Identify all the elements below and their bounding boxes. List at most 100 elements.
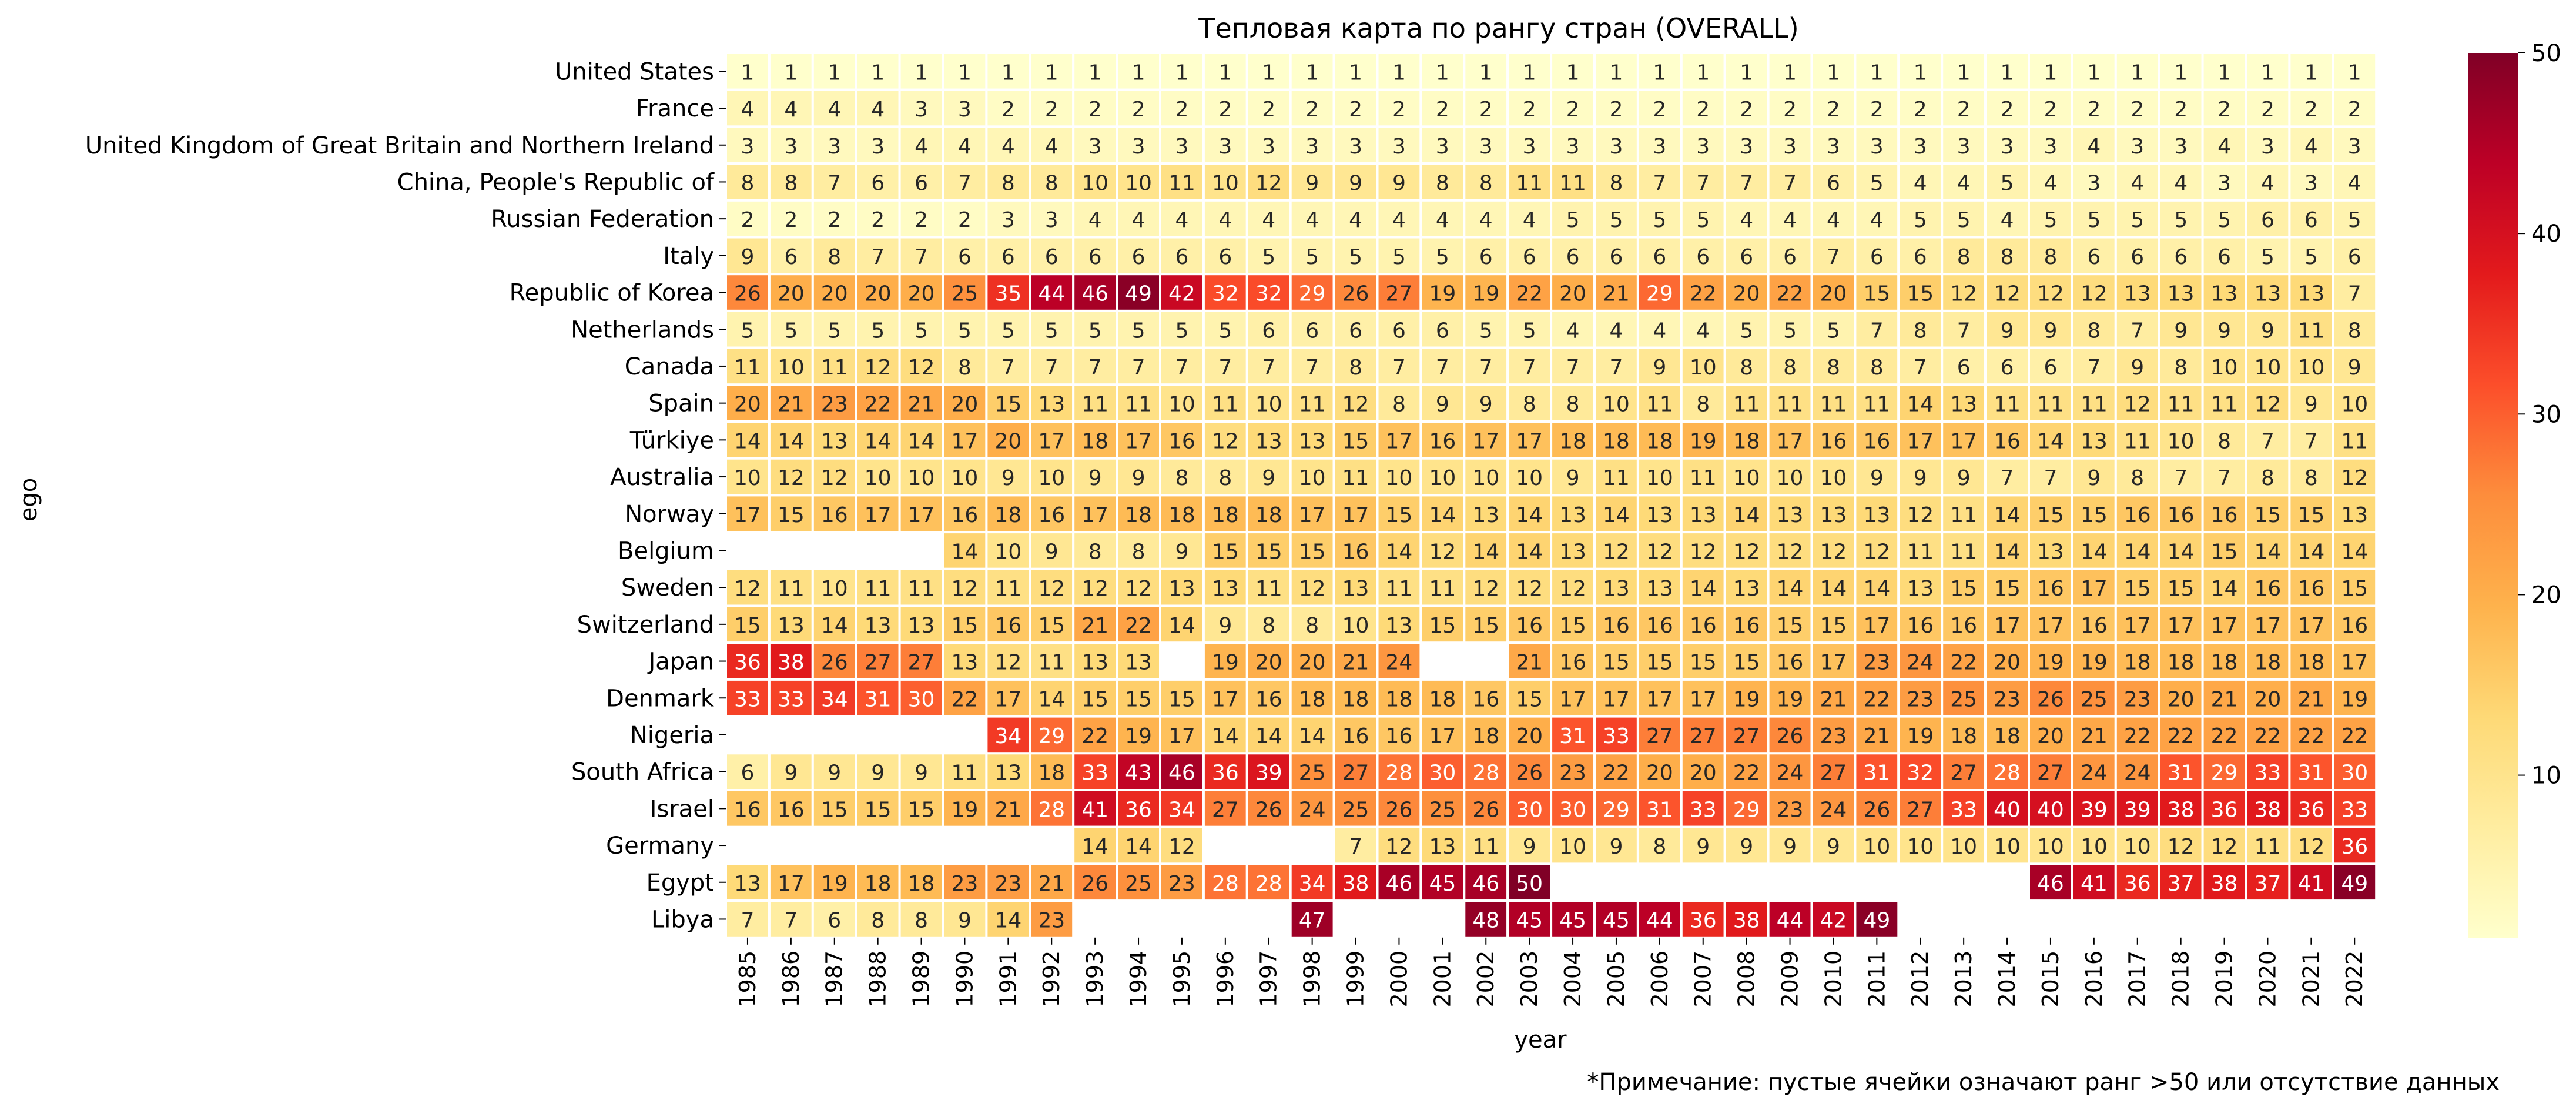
- cell-value-label: 15: [1081, 687, 1108, 711]
- cell-value-label: 13: [2124, 282, 2151, 306]
- cell-value-label: 2: [2174, 98, 2188, 122]
- y-tick-label: Switzerland: [577, 611, 714, 638]
- cell-value-label: 13: [1950, 393, 1977, 417]
- colorbar-tick-label: 50: [2531, 40, 2561, 67]
- x-tick-label: 2008: [1734, 951, 1760, 1008]
- cell-value-label: 11: [1255, 577, 1282, 601]
- cell-value-label: 7: [1175, 356, 1188, 380]
- cell-value-label: 2: [784, 208, 798, 232]
- cell-value-label: 4: [1305, 208, 1319, 232]
- cell-value-label: 3: [828, 135, 841, 159]
- cell-value-label: 6: [2001, 356, 2014, 380]
- cell-value-label: 37: [2255, 872, 2282, 896]
- cell-value-label: 16: [1168, 429, 1195, 453]
- cell-value-label: 3: [2087, 171, 2101, 195]
- cell-value-label: 17: [865, 503, 892, 527]
- cell-value-label: 25: [1950, 687, 1977, 711]
- cell-value-label: 38: [2255, 798, 2282, 822]
- cell-value-label: 23: [1038, 908, 1065, 932]
- cell-value-label: 16: [1559, 651, 1586, 675]
- cell-value-label: 7: [2217, 466, 2231, 490]
- cell-value-label: 4: [958, 135, 972, 159]
- heatmap-cell: [2071, 125, 2117, 165]
- y-tick-label: Canada: [625, 353, 714, 380]
- heatmap-cell: [1636, 236, 1683, 276]
- cell-value-label: 11: [2341, 429, 2368, 453]
- cell-value-label: 6: [1436, 319, 1449, 343]
- cell-value-label: 6: [1305, 319, 1319, 343]
- heatmap-cell: [2332, 125, 2378, 165]
- cell-value-label: 15: [1777, 614, 1804, 638]
- cell-value-label: 1: [784, 61, 798, 85]
- cell-value-label: 1: [2044, 61, 2057, 85]
- x-tick-label: 1992: [1039, 951, 1064, 1008]
- heatmap-cell: [1636, 309, 1683, 349]
- cell-value-label: 10: [2255, 356, 2282, 380]
- cell-value-label: 20: [1559, 282, 1586, 306]
- cell-value-label: 1: [1653, 61, 1666, 85]
- cell-value-label: 16: [1038, 503, 1065, 527]
- cell-value-label: 22: [1125, 614, 1152, 638]
- cell-value-label: 4: [784, 98, 798, 122]
- heatmap-cell: [2158, 88, 2204, 128]
- cell-value-label: 7: [1479, 356, 1493, 380]
- cell-value-label: 4: [1349, 208, 1362, 232]
- heatmap-cell: [1419, 162, 1466, 202]
- cell-value-label: 15: [1386, 503, 1413, 527]
- cell-value-label: 2: [2348, 98, 2361, 122]
- cell-value-label: 38: [1342, 872, 1369, 896]
- heatmap-cell: [725, 162, 771, 202]
- cell-value-label: 14: [734, 429, 761, 453]
- cell-value-label: 25: [952, 282, 979, 306]
- cell-value-label: 2: [2087, 98, 2101, 122]
- x-tick-label: 2007: [1690, 951, 1716, 1008]
- y-tick-label: South Africa: [571, 759, 714, 786]
- cell-value-label: 7: [1957, 319, 1971, 343]
- cell-value-label: 19: [1429, 282, 1456, 306]
- cell-value-label: 15: [1603, 651, 1630, 675]
- cell-value-label: 5: [828, 319, 841, 343]
- cell-value-label: 11: [1342, 466, 1369, 490]
- cell-value-label: 10: [1690, 356, 1717, 380]
- cell-value-label: 6: [1653, 245, 1666, 269]
- cell-value-label: 6: [1349, 319, 1362, 343]
- cell-value-label: 9: [784, 761, 798, 785]
- cell-value-label: 5: [1175, 319, 1188, 343]
- cell-value-label: 23: [2124, 687, 2151, 711]
- cell-value-label: 8: [2217, 429, 2231, 453]
- heatmap-cell: [1116, 88, 1161, 128]
- cell-value-label: 14: [1820, 577, 1847, 601]
- cell-value-label: 28: [1472, 761, 1499, 785]
- cell-value-label: 39: [2124, 798, 2151, 822]
- cell-value-label: 9: [2304, 393, 2318, 417]
- cell-value-label: 5: [915, 319, 928, 343]
- cell-value-label: 46: [1168, 761, 1195, 785]
- heatmap-cell: [1810, 236, 1857, 276]
- cell-value-label: 13: [778, 614, 805, 638]
- cell-value-label: 12: [1777, 540, 1804, 564]
- cell-value-label: 2: [871, 208, 885, 232]
- cell-value-label: 50: [1516, 872, 1543, 896]
- cell-value-label: 10: [1820, 466, 1847, 490]
- heatmap-cell: [1941, 273, 1987, 312]
- cell-value-label: 17: [734, 503, 761, 527]
- cell-value-label: 8: [1740, 356, 1753, 380]
- cell-value-label: 7: [1001, 356, 1015, 380]
- cell-value-label: 26: [734, 282, 761, 306]
- cell-value-label: 14: [2124, 540, 2151, 564]
- cell-value-label: 11: [1950, 540, 1977, 564]
- cell-value-label: 8: [741, 171, 754, 195]
- heatmap-cell: [855, 236, 901, 276]
- heatmap-cell: [1463, 346, 1509, 386]
- cell-value-label: 18: [1255, 503, 1282, 527]
- cell-value-label: 10: [1646, 466, 1673, 490]
- cell-value-label: 3: [915, 98, 928, 122]
- cell-value-label: 18: [1299, 687, 1326, 711]
- heatmap-cell: [2071, 236, 2117, 276]
- y-axis: United States France United Kingdom of Gre…: [85, 58, 726, 933]
- cell-value-label: 20: [865, 282, 892, 306]
- cell-value-label: 3: [2304, 171, 2318, 195]
- cell-value-label: 14: [1994, 503, 2021, 527]
- cell-value-label: 31: [865, 687, 892, 711]
- cell-value-label: 7: [1609, 356, 1623, 380]
